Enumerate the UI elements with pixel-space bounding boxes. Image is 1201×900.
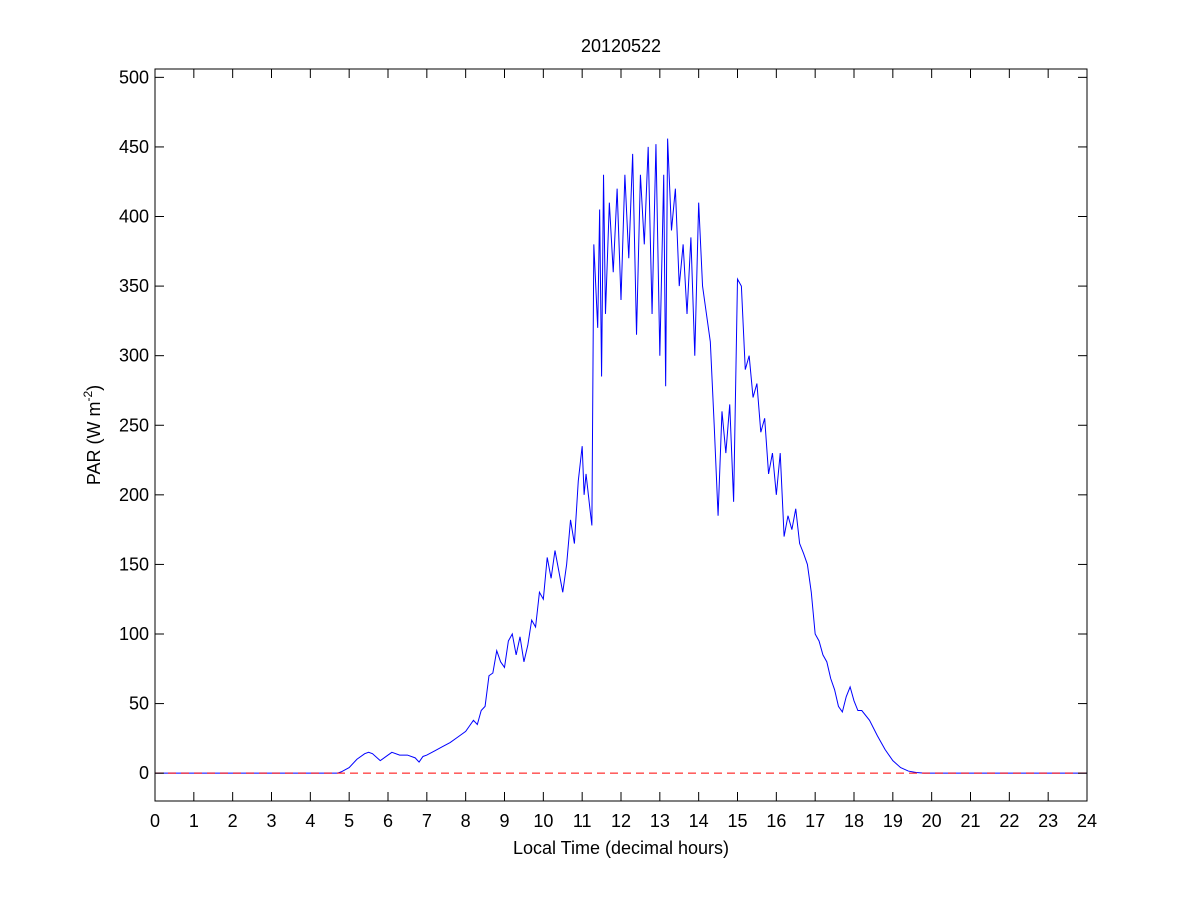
y-tick-label: 150 (119, 554, 149, 574)
x-tick-label: 14 (689, 811, 709, 831)
y-tick-label: 300 (119, 346, 149, 366)
data-line (155, 138, 1087, 774)
x-tick-label: 7 (422, 811, 432, 831)
y-tick-label: 400 (119, 207, 149, 227)
y-label-sup: -2 (81, 391, 95, 402)
x-tick-label: 9 (499, 811, 509, 831)
y-tick-label: 200 (119, 485, 149, 505)
x-tick-label: 18 (844, 811, 864, 831)
x-tick-label: 1 (189, 811, 199, 831)
x-tick-label: 0 (150, 811, 160, 831)
x-tick-label: 16 (766, 811, 786, 831)
y-label-main: PAR (W m (84, 402, 104, 486)
x-tick-label: 8 (461, 811, 471, 831)
x-tick-label: 2 (228, 811, 238, 831)
y-tick-label: 50 (129, 694, 149, 714)
x-tick-label: 10 (533, 811, 553, 831)
x-tick-label: 5 (344, 811, 354, 831)
x-tick-label: 23 (1038, 811, 1058, 831)
x-tick-label: 17 (805, 811, 825, 831)
x-tick-label: 19 (883, 811, 903, 831)
y-tick-label: 450 (119, 137, 149, 157)
x-tick-label: 15 (727, 811, 747, 831)
x-tick-label: 22 (999, 811, 1019, 831)
chart-title: 20120522 (581, 36, 661, 56)
x-tick-label: 24 (1077, 811, 1097, 831)
y-tick-label: 0 (139, 763, 149, 783)
x-tick-label: 6 (383, 811, 393, 831)
y-tick-label: 100 (119, 624, 149, 644)
x-tick-label: 13 (650, 811, 670, 831)
x-tick-label: 21 (960, 811, 980, 831)
x-tick-label: 3 (266, 811, 276, 831)
y-tick-label: 250 (119, 415, 149, 435)
y-tick-label: 350 (119, 276, 149, 296)
y-tick-label: 500 (119, 67, 149, 87)
x-axis-label: Local Time (decimal hours) (513, 838, 729, 858)
x-tick-label: 4 (305, 811, 315, 831)
y-axis-label: PAR (W m-2) (81, 385, 104, 485)
x-tick-label: 20 (922, 811, 942, 831)
x-tick-label: 11 (573, 811, 592, 831)
y-label-tail: ) (84, 385, 104, 391)
x-tick-label: 12 (611, 811, 631, 831)
